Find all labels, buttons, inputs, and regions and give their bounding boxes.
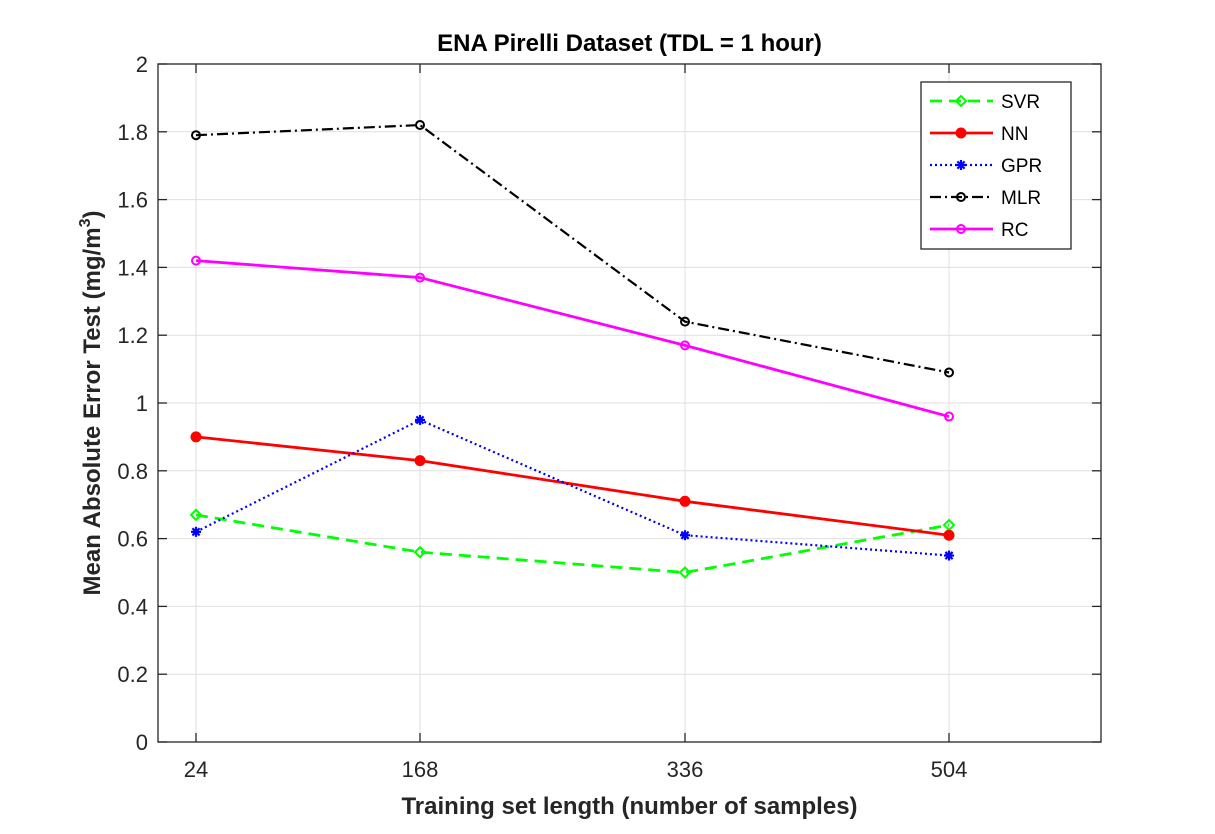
- axis-ticks: 0 0.2 0.4 0.6 0.8 1 1.2 1.4 1.6 1.8 2 24 168 336 504: [117, 52, 1101, 782]
- legend-marker-mlr: [956, 192, 966, 202]
- series-line-mlr: [195, 123, 950, 374]
- series-mlr: [191, 120, 954, 378]
- legend-marker-gpr: [956, 160, 966, 170]
- data-point-gpr: [191, 526, 201, 537]
- series-gpr: [191, 414, 954, 561]
- data-point-rc: [680, 340, 690, 351]
- data-point-gpr: [680, 530, 690, 541]
- y-axis-title-main: Mean Absolute Error Test (mg/m: [79, 227, 106, 595]
- series-line-gpr: [195, 418, 950, 557]
- legend-label-svr: SVR: [1001, 92, 1040, 113]
- legend-label-gpr: GPR: [1001, 156, 1042, 177]
- y-tick-label: 0.2: [117, 662, 148, 687]
- x-axis-title: Training set length (number of samples): [401, 793, 857, 820]
- legend-item-nn: NN: [930, 124, 1028, 145]
- legend-box: [920, 81, 1072, 250]
- data-point-svr: [413, 545, 427, 559]
- legend-item-mlr: MLR: [930, 188, 1041, 209]
- legend-marker-nn: [955, 127, 967, 139]
- x-tick-label: 504: [931, 757, 968, 782]
- legend-label-nn: NN: [1001, 124, 1028, 145]
- x-tick-label: 336: [667, 757, 704, 782]
- series-layer: [189, 120, 956, 579]
- y-axis-title-superscript: 3: [77, 218, 94, 227]
- legend-item-rc: RC: [930, 220, 1028, 241]
- data-point-gpr: [415, 414, 425, 425]
- y-axis-title: Mean Absolute Error Test (mg/m3): [77, 211, 106, 596]
- series-nn: [190, 431, 955, 541]
- x-tick-label: 24: [184, 757, 208, 782]
- y-tick-label: 0.4: [117, 594, 148, 619]
- data-point-rc: [944, 411, 954, 422]
- legend-marker-svr: [954, 94, 968, 108]
- y-axis-title-close: ): [79, 211, 106, 219]
- legend: SVR NN GPR MLR RC: [920, 81, 1072, 250]
- data-point-rc: [415, 272, 425, 283]
- series-line-nn: [195, 435, 950, 537]
- y-tick-label: 1.8: [117, 120, 148, 145]
- data-point-mlr: [415, 120, 425, 131]
- y-tick-label: 0: [136, 730, 148, 755]
- data-point-mlr: [944, 367, 954, 378]
- y-tick-label: 2: [136, 52, 148, 77]
- legend-marker-rc: [956, 224, 966, 234]
- data-point-svr: [189, 508, 203, 522]
- y-tick-label: 1.4: [117, 255, 148, 280]
- legend-label-rc: RC: [1001, 220, 1028, 241]
- y-tick-label: 1: [136, 391, 148, 416]
- data-point-mlr: [680, 316, 690, 327]
- data-point-nn: [679, 495, 691, 507]
- data-point-nn: [190, 431, 202, 443]
- data-point-gpr: [944, 550, 954, 561]
- chart-title: ENA Pirelli Dataset (TDL = 1 hour): [437, 30, 822, 57]
- data-point-mlr: [191, 130, 201, 141]
- legend-item-svr: SVR: [930, 92, 1040, 113]
- data-point-nn: [414, 455, 426, 467]
- y-tick-label: 0.8: [117, 459, 148, 484]
- data-point-nn: [943, 529, 955, 541]
- y-tick-label: 0.6: [117, 527, 148, 552]
- data-point-rc: [191, 255, 201, 266]
- series-rc: [191, 255, 954, 422]
- y-tick-label: 1.2: [117, 323, 148, 348]
- legend-item-gpr: GPR: [930, 156, 1042, 177]
- legend-label-mlr: MLR: [1001, 188, 1041, 209]
- x-tick-label: 168: [402, 757, 439, 782]
- y-tick-label: 1.6: [117, 188, 148, 213]
- data-point-svr: [678, 566, 692, 579]
- series-line-rc: [195, 259, 950, 418]
